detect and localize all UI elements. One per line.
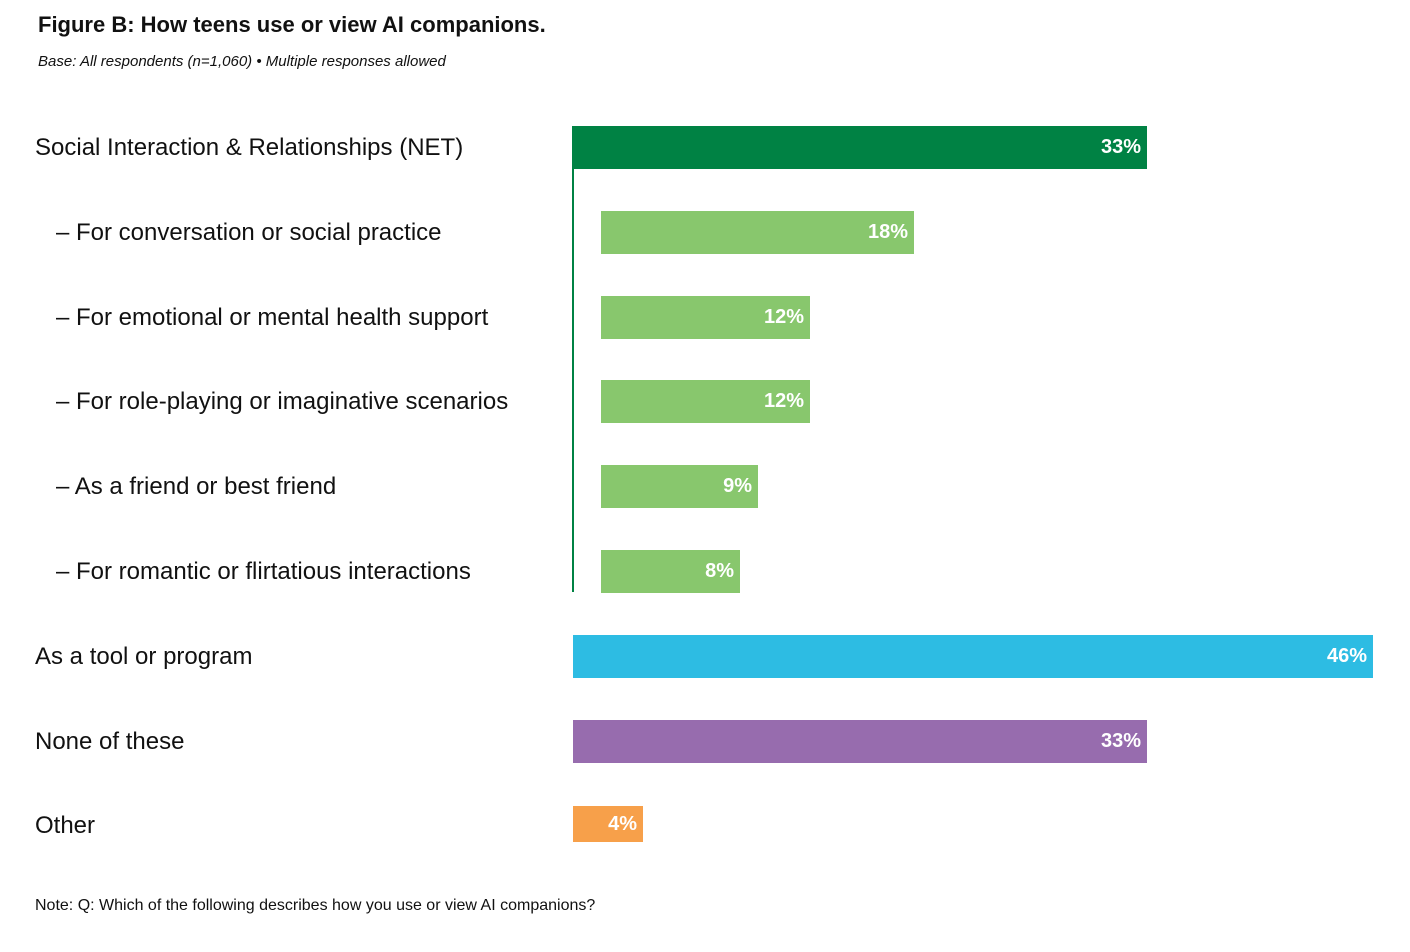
bar-sub: 18% (601, 211, 914, 254)
bar-sub: 9% (601, 465, 758, 508)
bar-value-label: 18% (867, 221, 908, 243)
chart-note: Note: Q: Which of the following describe… (35, 897, 596, 914)
chart-title: Figure B: How teens use or view AI compa… (38, 12, 546, 37)
category-label: – For role-playing or imaginative scenar… (56, 388, 509, 415)
bar-sub: 12% (601, 296, 810, 339)
category-label: – For romantic or flirtatious interactio… (56, 558, 471, 585)
net-group-bracket (572, 126, 574, 592)
category-label: – For emotional or mental health support (56, 304, 489, 331)
bar-none: 33% (573, 720, 1147, 763)
category-label: Other (35, 812, 96, 839)
bar-sub: 8% (601, 550, 740, 593)
category-label: None of these (35, 728, 185, 755)
bar-value-label: 33% (1100, 730, 1141, 752)
bar-value-label: 9% (723, 475, 752, 497)
category-label: – For conversation or social practice (56, 219, 442, 246)
bar-value-label: 12% (763, 390, 804, 412)
bar-other: 4% (573, 806, 643, 842)
bar-value-label: 33% (1100, 136, 1141, 158)
bar-tool: 46% (573, 635, 1373, 678)
bar-value-label: 12% (763, 306, 804, 328)
category-label: – As a friend or best friend (56, 473, 337, 500)
bar-value-label: 4% (608, 813, 637, 835)
bar-value-label: 8% (705, 560, 734, 582)
category-label: As a tool or program (35, 643, 253, 670)
bar-sub: 12% (601, 380, 810, 423)
bar-value-label: 46% (1326, 645, 1367, 667)
category-label: Social Interaction & Relationships (NET) (35, 134, 464, 161)
chart-subtitle: Base: All respondents (n=1,060) • Multip… (38, 53, 446, 70)
bar-net: 33% (573, 126, 1147, 169)
